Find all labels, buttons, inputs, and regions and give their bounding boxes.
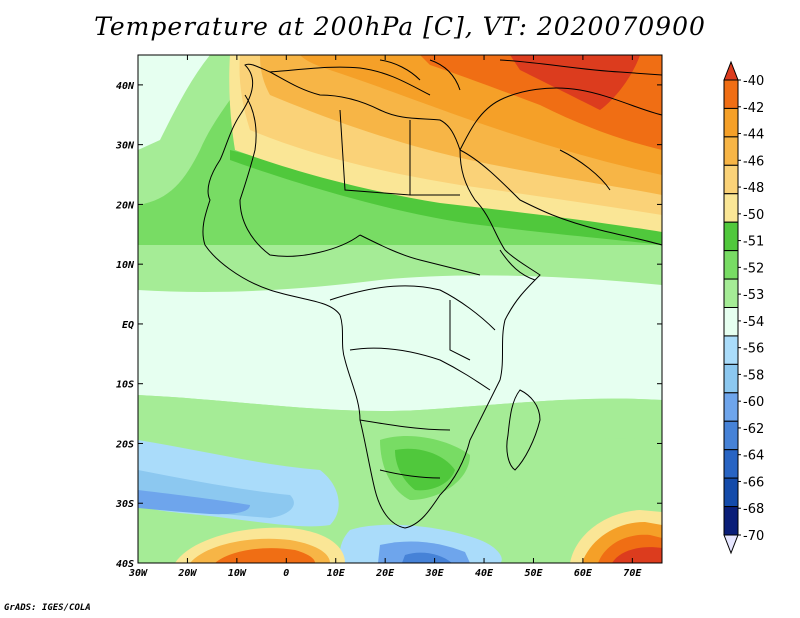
colorbar-swatch: [723, 307, 739, 337]
colorbar-swatch: [723, 420, 739, 451]
colorbar-swatch: [723, 363, 739, 394]
colorbar-swatch: [723, 392, 739, 422]
persian-gulf-coast: [559, 149, 611, 191]
mediterranean-coast: [269, 66, 431, 96]
y-tick-label: 10N: [116, 260, 135, 271]
middle-east-coast: [459, 87, 662, 151]
colorbar: -40 -42 -44 -46 -48 -50 -51 -52 -53 -54 -56 -58 -60 -…: [723, 60, 764, 555]
plot-frame: [137, 54, 663, 564]
x-tick-label: 0: [283, 568, 289, 579]
colorbar-cap-bottom: [723, 534, 739, 555]
colorbar-swatch: [723, 250, 739, 280]
y-tick-label: 30S: [115, 499, 134, 510]
x-axis: 30W 20W 10W 0 10E 20E 30E 40E 50E 60E 70E: [128, 55, 642, 579]
field-equator-west: [138, 305, 300, 371]
colorbar-label: -58: [743, 368, 764, 383]
field-band-51: [230, 150, 662, 245]
colorbar-swatch: [723, 221, 739, 252]
y-tick-label: 10S: [116, 380, 134, 391]
field-band-40: [510, 55, 640, 110]
map-title: Temperature at 200hPa [C], VT: 202007090…: [94, 12, 706, 41]
colorbar-label: -60: [743, 395, 764, 410]
x-tick-label: 10E: [327, 568, 346, 579]
border-horn: [499, 249, 536, 281]
colorbar-label: -42: [743, 101, 764, 116]
border-eastafrica: [449, 300, 471, 361]
colorbar-label: -51: [743, 235, 764, 250]
italy-coast: [379, 59, 421, 81]
border-sahel: [359, 234, 481, 276]
border-egypt: [409, 120, 460, 196]
x-tick-label: 10W: [228, 568, 247, 579]
x-tick-label: 40E: [475, 568, 494, 579]
field-south-53: [138, 395, 662, 451]
colorbar-swatch: [723, 477, 739, 508]
colorbar-swatch: [723, 107, 739, 138]
arabia-coast-south: [459, 149, 662, 246]
colorbar-label: -54: [743, 315, 764, 330]
colorbar-label: -70: [743, 529, 764, 544]
colorbar-label: -64: [743, 449, 764, 464]
border-west: [239, 94, 361, 257]
field-equator-54: [138, 275, 662, 412]
colorbar-label: -66: [743, 475, 764, 490]
colorbar-label: -56: [743, 342, 764, 357]
x-tick-label: 20W: [177, 568, 197, 579]
colorbar-swatch: [723, 278, 739, 308]
colorbar-swatch: [723, 506, 739, 536]
y-tick-label: 30N: [115, 141, 135, 152]
colorbar-swatch: [723, 136, 739, 166]
y-axis: 40N 30N 20N 10N EQ 10S 20S 30S 40S: [115, 81, 662, 570]
x-tick-label: 60E: [574, 568, 593, 579]
colorbar-cap-top: [723, 60, 739, 81]
colorbar-label: -53: [743, 288, 764, 303]
greece-coast: [429, 59, 461, 91]
field-atlantic-54: [138, 55, 210, 150]
x-tick-label: 50E: [524, 568, 543, 579]
x-tick-label: 20E: [375, 568, 395, 579]
field-southafrica-51: [395, 448, 455, 491]
border-congo: [349, 347, 491, 391]
madagascar-coastline: [506, 389, 541, 471]
black-sea-coast: [499, 59, 662, 76]
colorbar-label: -68: [743, 502, 764, 517]
colorbar-swatch: [723, 164, 739, 195]
colorbar-label: -40: [743, 74, 764, 89]
x-tick-label: 30W: [128, 568, 148, 579]
colorbar-label: -52: [743, 261, 764, 276]
credit-text: GrADS: IGES/COLA: [4, 603, 91, 613]
y-tick-label: 40N: [116, 81, 135, 92]
temperature-field: [138, 55, 662, 563]
colorbar-label: -50: [743, 208, 764, 223]
y-tick-label: 40S: [116, 559, 134, 570]
border-south-1: [359, 419, 451, 431]
y-tick-label: EQ: [122, 320, 134, 331]
colorbar-label: -48: [743, 181, 764, 196]
field-warmblob-sw-42: [215, 548, 315, 563]
y-tick-label: 20S: [115, 439, 134, 450]
x-tick-label: 30E: [425, 568, 445, 579]
field-southcentral-60: [378, 541, 470, 563]
coastlines: [202, 59, 662, 529]
colorbar-label: -62: [743, 422, 764, 437]
border-central: [329, 285, 496, 331]
x-tick-label: 70E: [623, 568, 642, 579]
field-warmblob-se-40: [612, 547, 662, 563]
colorbar-label: -46: [743, 154, 764, 169]
y-tick-label: 20N: [115, 200, 135, 211]
colorbar-swatch: [723, 79, 739, 109]
africa-coastline: [202, 63, 541, 529]
colorbar-swatch: [723, 335, 739, 365]
colorbar-swatch: [723, 449, 739, 479]
field-southcentral-62: [402, 552, 452, 563]
field-south-60: [138, 490, 250, 515]
border-south-2: [379, 469, 441, 479]
colorbar-label: -44: [743, 128, 764, 143]
colorbar-swatch: [723, 193, 739, 223]
